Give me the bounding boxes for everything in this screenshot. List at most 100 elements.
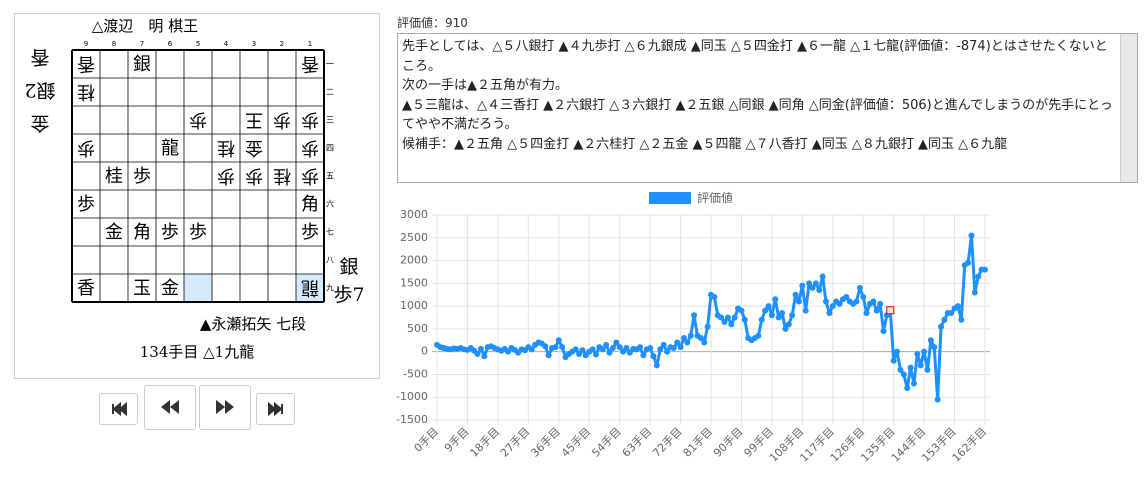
file-label: 7 [140, 40, 144, 48]
prev-button[interactable] [144, 385, 196, 430]
point [599, 346, 606, 353]
x-tick-label: 18手目 [467, 424, 502, 459]
point [653, 362, 660, 369]
point [477, 345, 484, 352]
point [731, 314, 738, 321]
piece: 歩 [273, 109, 291, 130]
commentary-paragraph: ▲５三龍は、△４三香打 ▲２六銀打 △３六銀打 ▲２五銀 △同銀 ▲同角 △同金… [402, 97, 1113, 133]
point [559, 344, 566, 351]
point [789, 312, 796, 319]
commentary-box[interactable]: 先手としては、△５八銀打 ▲４九歩打 △６九銀成 ▲同玉 △５四金打 ▲６一龍 … [397, 33, 1138, 183]
point [762, 307, 769, 314]
current-point [886, 306, 895, 315]
point [650, 353, 657, 360]
point [934, 396, 941, 403]
piece: 龍 [161, 138, 179, 159]
point [701, 339, 708, 346]
point [609, 345, 616, 352]
gote-hand: 銀2 [24, 79, 55, 101]
point [684, 339, 691, 346]
point [613, 339, 620, 346]
point [917, 362, 924, 369]
point [971, 289, 978, 296]
eval-label: 評価値：910 [397, 16, 468, 30]
rank-label: 九 [326, 284, 334, 293]
point [910, 380, 917, 387]
point [877, 300, 884, 307]
point [603, 341, 610, 348]
point [907, 364, 914, 371]
y-tick-label: 3000 [400, 208, 428, 221]
chart: -1500 -1000 -500 0 500 1000 1500 2000 2500 3000 0手… [396, 190, 990, 465]
point [555, 337, 562, 344]
piece: 金 [105, 222, 123, 243]
point [704, 323, 711, 330]
next-button[interactable] [199, 385, 251, 430]
commentary-paragraph: 候補手：▲２五角 △５四金打 ▲２六桂打 △２五金 ▲５四龍 △７八香打 ▲同玉… [402, 136, 1008, 152]
piece: 王 [245, 109, 263, 130]
commentary-text: 先手としては、△５八銀打 ▲４九歩打 △６九銀成 ▲同玉 △５四金打 ▲６一龍 … [402, 37, 1120, 154]
piece: 角 [301, 194, 319, 215]
y-tick-label: 2000 [400, 254, 428, 267]
point [927, 337, 934, 344]
point [772, 296, 779, 303]
file-label: 3 [252, 40, 256, 48]
point [636, 344, 643, 351]
y-tick-label: -1000 [396, 390, 428, 403]
point [938, 323, 945, 330]
point [481, 353, 488, 360]
x-tick-label: 27手目 [497, 424, 532, 459]
point [843, 294, 850, 300]
point [728, 321, 735, 328]
x-tick-label: 90手目 [710, 424, 745, 459]
point [545, 352, 552, 359]
first-button[interactable] [99, 393, 138, 425]
point [921, 348, 928, 355]
gote-hand: 金 [30, 112, 49, 134]
point [819, 273, 826, 280]
point [697, 335, 704, 341]
piece: 角 [133, 222, 151, 243]
piece: 龍 [301, 277, 319, 298]
point [924, 366, 931, 373]
file-label: 4 [224, 40, 229, 48]
y-tick-label: 500 [407, 322, 428, 335]
point [765, 303, 772, 310]
point [724, 314, 731, 321]
x-tick-label: 81手目 [680, 424, 715, 459]
point [890, 357, 897, 364]
point [904, 385, 911, 392]
piece: 金 [245, 137, 263, 158]
y-tick-label: -500 [403, 367, 428, 380]
point [779, 309, 786, 316]
last-button[interactable] [256, 393, 295, 425]
commentary-paragraph: 次の一手は▲２五角が有力。 [402, 78, 568, 93]
point [826, 309, 833, 316]
point [809, 284, 816, 291]
point [860, 294, 867, 300]
point [894, 348, 901, 355]
point [721, 319, 728, 326]
piece: 桂 [217, 137, 235, 158]
file-label: 1 [308, 40, 312, 48]
point [579, 347, 586, 354]
piece: 歩 [189, 109, 207, 130]
gote-player: △渡辺 明 棋王 [92, 17, 198, 35]
y-tick-label: 0 [421, 345, 428, 358]
point [674, 339, 681, 346]
y-tick-label: 2500 [400, 231, 428, 244]
point [528, 346, 535, 353]
x-tick-label: 0手目 [411, 424, 441, 454]
point [823, 298, 830, 305]
piece: 銀 [133, 54, 151, 75]
point [856, 284, 863, 291]
point [738, 307, 745, 314]
point [592, 351, 599, 358]
board: △渡辺 明 棋王 ▲永瀬拓矢 七段 134手目 △1九龍 9 8 7 6 5 4 3 2 1 一二… [24, 17, 364, 361]
point [670, 345, 677, 352]
point [775, 314, 782, 321]
point [785, 321, 792, 328]
scrollbar[interactable] [1120, 34, 1137, 182]
point [897, 366, 904, 373]
